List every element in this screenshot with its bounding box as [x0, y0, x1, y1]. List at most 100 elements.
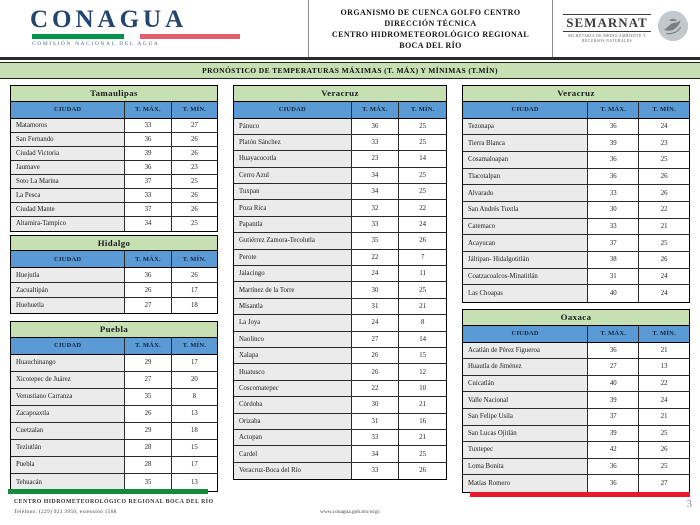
tmax-cell: 26: [124, 283, 171, 297]
table-row: Loma Bonita 36 25: [463, 458, 690, 476]
tmin-cell: 23: [170, 160, 218, 174]
city-cell: Coatzacoalcos-Minatitlán: [463, 268, 588, 285]
tmax-cell: 36: [587, 458, 639, 475]
tmax-cell: 36: [350, 118, 399, 134]
state-table-title: Puebla: [11, 322, 217, 338]
tmin-cell: 18: [170, 298, 218, 313]
table-row: San Lucas Ojitlán 39 25: [463, 425, 690, 443]
tmax-cell: 36: [587, 118, 639, 135]
table-veracruz-south: Veracruz CIUDAD T. MÁX. T. MÍN. Tezonapa 36 24…: [462, 85, 690, 304]
table-puebla: Puebla CIUDAD T. MÁX. T. MÍN. Huauchinango 29…: [10, 321, 218, 492]
tmax-cell: 30: [587, 201, 639, 218]
city-cell: Gutiérrez Zamora-Tecolutla: [234, 233, 351, 249]
tmin-cell: 22: [398, 200, 446, 216]
table-row: Tlacotalpan 36 26: [463, 168, 690, 186]
table-veracruz-north: Veracruz CIUDAD T. MÁX. T. MÍN. Pánuco 36 25 Pl…: [233, 85, 447, 481]
table-row: Tierra Blanca 39 23: [463, 135, 690, 152]
tmax-cell: 35: [124, 473, 171, 491]
tmax-cell: 36: [124, 268, 171, 282]
city-cell: La Pesca: [11, 188, 125, 202]
tmin-cell: 15: [398, 347, 446, 364]
tmin-cell: 26: [638, 168, 690, 185]
table-row: Platón Sánchez 33 25: [234, 134, 446, 152]
tmax-cell: 39: [124, 146, 171, 160]
table-header-row: CIUDAD T. MÁX. T. MÍN.: [11, 337, 218, 355]
table-row: Huautla de Jiménez 27 13: [463, 359, 690, 376]
table-row: Huatusco 26 12: [234, 364, 446, 381]
table-row: Poza Rica 32 22: [234, 200, 446, 217]
tmax-cell: 22: [350, 249, 399, 266]
spacer: [10, 314, 218, 321]
tmax-cell: 39: [587, 392, 639, 408]
tmax-cell: 27: [124, 298, 171, 313]
tmax-cell: 33: [124, 188, 171, 202]
table-tamaulipas: Tamaulipas CIUDAD T. MÁX. T. MÍN. Matamoros 3…: [10, 85, 218, 232]
tmax-cell: 33: [124, 118, 171, 132]
city-cell: Ciudad Victoria: [11, 146, 125, 160]
column-header-tmin: T. MÍN.: [170, 337, 218, 354]
city-cell: Catemaco: [463, 218, 588, 235]
city-cell: Huatusco: [234, 364, 351, 380]
city-cell: Misantla: [234, 298, 351, 315]
city-cell: Poza Rica: [234, 200, 351, 216]
tmax-cell: 39: [587, 135, 639, 151]
tmin-cell: 25: [398, 282, 446, 298]
city-cell: Perote: [234, 249, 351, 266]
tmax-cell: 37: [587, 408, 639, 425]
city-cell: Córdoba: [234, 397, 351, 413]
tmin-cell: 14: [398, 331, 446, 347]
table-row: Cuetzalan 29 18: [11, 422, 218, 440]
tmax-cell: 27: [350, 331, 399, 347]
tmax-cell: 26: [350, 364, 399, 380]
direction-line: DIRECCIÓN TÉCNICA: [384, 18, 477, 28]
page-title: PRONÓSTICO DE TEMPERATURAS MÁXIMAS (T. M…: [202, 66, 498, 75]
table-row: Teziutlán 28 15: [11, 439, 218, 457]
table-header-row: CIUDAD T. MÁX. T. MÍN.: [234, 101, 446, 119]
city-cell: Xicotepec de Juárez: [11, 371, 125, 388]
column-header-tmax: T. MÁX.: [587, 325, 639, 342]
table-header-row: CIUDAD T. MÁX. T. MÍN.: [11, 251, 218, 268]
tmin-cell: 7: [398, 249, 446, 266]
tmax-cell: 37: [587, 235, 639, 251]
table-row: Alvarado 33 26: [463, 185, 690, 202]
tmax-cell: 37: [124, 174, 171, 188]
table-row: Coatzacoalcos-Minatitlán 31 24: [463, 268, 690, 286]
semarnat-wordmark-block: SEMARNAT SECRETARÍA DE MEDIO AMBIENTE Y …: [563, 13, 651, 43]
tmin-cell: 17: [170, 354, 218, 371]
city-cell: Huejutla: [11, 268, 125, 282]
tmin-cell: 25: [170, 174, 218, 188]
table-header-row: CIUDAD T. MÁX. T. MÍN.: [463, 101, 690, 119]
column-1: Tamaulipas CIUDAD T. MÁX. T. MÍN. Matamoros 3…: [10, 85, 218, 493]
tmin-cell: 26: [638, 185, 690, 201]
tmax-cell: 31: [350, 413, 399, 429]
tmin-cell: 14: [398, 151, 446, 167]
org-line: ORGANISMO DE CUENCA GOLFO CENTRO: [340, 7, 521, 17]
table-row: Tezonapa 36 24: [463, 118, 690, 136]
conagua-logo: CONAGUA COMISIÓN NACIONAL DEL AGUA: [0, 0, 308, 57]
table-row: Huehuetla 27 18: [11, 298, 218, 313]
table-row: Jáltipan- Hidalgotitlán 38 26: [463, 252, 690, 269]
city-cell: Actopan: [234, 429, 351, 446]
city-cell: Valle Nacional: [463, 392, 588, 408]
page-number: 3: [686, 498, 693, 510]
tmin-cell: 22: [638, 375, 690, 392]
tmax-cell: 30: [350, 397, 399, 413]
city-cell: Altamira-Tampico: [11, 216, 125, 231]
table-row: Catemaco 33 21: [463, 218, 690, 236]
footer-website: www.conagua.gob.mx/ocgc: [320, 509, 380, 515]
table-row: Tuxpan 34 25: [234, 184, 446, 201]
tmax-cell: 34: [350, 167, 399, 184]
red-bar: [140, 34, 240, 39]
letterhead-titles: ORGANISMO DE CUENCA GOLFO CENTRO DIRECCI…: [308, 0, 552, 57]
city-cell: La Joya: [234, 315, 351, 331]
city-cell: Platón Sánchez: [234, 134, 351, 151]
table-row: Zacapoaxtla 26 13: [11, 405, 218, 423]
tmax-cell: 24: [350, 315, 399, 331]
city-cell: Loma Bonita: [463, 458, 588, 475]
table-row: Pánuco 36 25: [234, 118, 446, 135]
tmin-cell: 25: [398, 134, 446, 151]
column-header-tmin: T. MÍN.: [638, 101, 690, 118]
city-cell: Soto La Marina: [11, 174, 125, 188]
tmin-cell: 17: [170, 456, 218, 473]
